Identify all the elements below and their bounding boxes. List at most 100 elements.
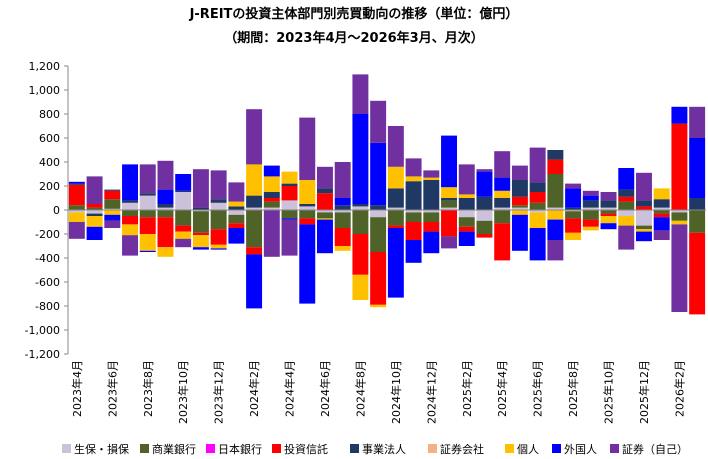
bar-segment bbox=[104, 208, 121, 210]
bar-segment bbox=[316, 218, 333, 220]
bar-segment bbox=[316, 219, 333, 254]
x-tick-label: 2024年4月 bbox=[283, 360, 297, 417]
bar-segment bbox=[86, 204, 103, 208]
bar-segment bbox=[157, 207, 174, 210]
bar-segment bbox=[423, 210, 440, 213]
bar-segment bbox=[494, 223, 511, 261]
bar-segment bbox=[653, 207, 670, 210]
legend-swatch bbox=[428, 444, 437, 453]
bar-segment bbox=[334, 228, 351, 246]
bar-segment bbox=[529, 212, 546, 228]
y-tick-label: -200 bbox=[35, 228, 60, 241]
bar-segment bbox=[529, 228, 546, 261]
x-tick-label: 2025年6月 bbox=[531, 360, 545, 417]
bar-segment bbox=[316, 193, 333, 210]
bar-segment bbox=[352, 206, 369, 210]
x-tick-label: 2025年10月 bbox=[602, 360, 616, 424]
bar-segment bbox=[476, 210, 493, 221]
bar-segment bbox=[387, 188, 404, 208]
legend-swatch bbox=[350, 444, 359, 453]
bar-segment bbox=[476, 220, 493, 234]
bar-segment bbox=[210, 170, 227, 200]
bar-segment bbox=[618, 168, 635, 190]
bar-segment bbox=[600, 200, 617, 208]
legend-swatch bbox=[505, 444, 514, 453]
bar-segment bbox=[104, 220, 121, 228]
bar-segment bbox=[175, 231, 192, 239]
bar-segment bbox=[600, 223, 617, 230]
bar-segment bbox=[122, 216, 139, 225]
bar-segment bbox=[441, 210, 458, 237]
bar-segment bbox=[263, 207, 280, 210]
bar-segment bbox=[689, 106, 706, 138]
bar-segment bbox=[192, 210, 209, 212]
bar-segment bbox=[86, 213, 103, 216]
bar-segment bbox=[689, 198, 706, 210]
bar-segment bbox=[635, 229, 652, 232]
bar-segment bbox=[387, 126, 404, 167]
bar-segment bbox=[104, 199, 121, 209]
bar-segment bbox=[441, 200, 458, 208]
bar-segment bbox=[565, 207, 582, 210]
bar-segment bbox=[405, 158, 422, 177]
bar-segment bbox=[635, 206, 652, 210]
x-tick-label: 2024年2月 bbox=[247, 360, 261, 417]
bar-segment bbox=[246, 210, 263, 248]
legend-swatch bbox=[206, 444, 215, 453]
legend-label: 証券（自己） bbox=[622, 442, 688, 456]
bar-segment bbox=[281, 171, 298, 184]
bar-segment bbox=[618, 201, 635, 210]
y-tick-label: 1,000 bbox=[29, 84, 61, 97]
bar-segment bbox=[494, 190, 511, 198]
bar-segment bbox=[246, 207, 263, 210]
bar-segment bbox=[423, 180, 440, 210]
bar-segment bbox=[228, 228, 245, 244]
bar-segment bbox=[689, 232, 706, 315]
bar-segment bbox=[334, 205, 351, 210]
bar-segment bbox=[104, 190, 121, 200]
bar-segment bbox=[547, 150, 564, 160]
x-tick-label: 2023年12月 bbox=[212, 360, 226, 424]
bar-segment bbox=[405, 240, 422, 263]
bar-segment bbox=[387, 228, 404, 298]
x-tick-label: 2023年4月 bbox=[70, 360, 84, 417]
bar-segment bbox=[582, 190, 599, 196]
bar-segment bbox=[370, 142, 387, 206]
legend-swatch bbox=[610, 444, 619, 453]
bar-segment bbox=[671, 220, 688, 225]
bar-segment bbox=[618, 216, 635, 226]
bar-segment bbox=[618, 210, 635, 216]
bar-segment bbox=[370, 304, 387, 308]
bar-segment bbox=[387, 166, 404, 189]
bar-segment bbox=[86, 216, 103, 227]
legend-swatch bbox=[140, 444, 149, 453]
bar-segment bbox=[653, 217, 670, 231]
bar-segment bbox=[494, 210, 511, 224]
bar-segment bbox=[68, 205, 85, 210]
legend-label: 商業銀行 bbox=[152, 442, 196, 456]
legend-swatch bbox=[552, 444, 561, 453]
x-tick-label: 2024年6月 bbox=[318, 360, 332, 417]
bar-segment bbox=[405, 222, 422, 240]
bar-segment bbox=[192, 247, 209, 250]
bar-segment bbox=[405, 212, 422, 222]
legend-label: 投資信託 bbox=[284, 442, 328, 456]
bar-segment bbox=[405, 210, 422, 213]
legend-swatch bbox=[62, 444, 71, 453]
bar-segment bbox=[352, 210, 369, 234]
bar-segment bbox=[104, 189, 121, 191]
bar-segment bbox=[316, 212, 333, 219]
bar-segment bbox=[600, 210, 617, 214]
bar-segment bbox=[405, 176, 422, 182]
bar-segment bbox=[157, 247, 174, 257]
bar-segment bbox=[565, 183, 582, 189]
bar-segment bbox=[441, 236, 458, 249]
bar-segment bbox=[175, 190, 192, 192]
bar-segment bbox=[511, 214, 528, 251]
bar-segment bbox=[618, 189, 635, 197]
x-tick-label: 2025年2月 bbox=[460, 360, 474, 417]
bar-segment bbox=[175, 238, 192, 248]
bar-segment bbox=[653, 230, 670, 240]
bar-segment bbox=[246, 195, 263, 208]
bar-segment bbox=[441, 207, 458, 210]
